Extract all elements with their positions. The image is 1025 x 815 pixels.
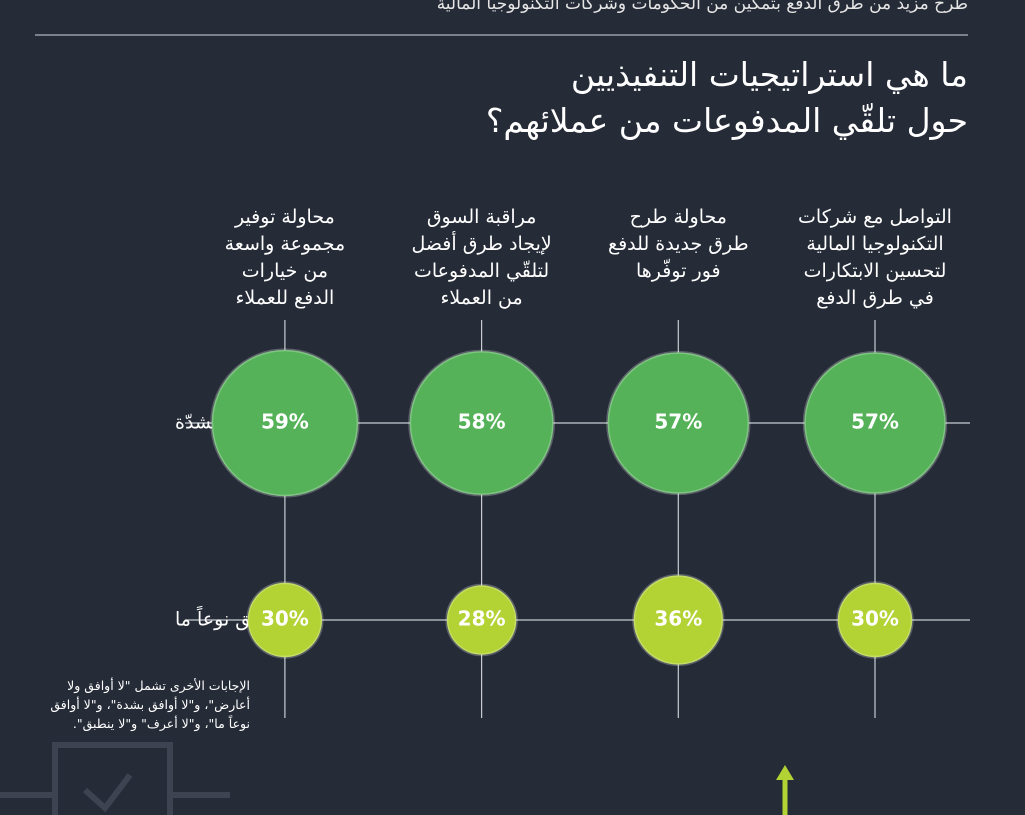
value-label: 36% bbox=[654, 607, 702, 631]
value-label: 58% bbox=[458, 410, 506, 434]
value-label: 30% bbox=[851, 607, 899, 631]
bubble bbox=[802, 350, 948, 496]
value-label: 57% bbox=[851, 410, 899, 434]
note: الإجابات الأخرى تشمل "لا أوافق ولا أعارض… bbox=[50, 678, 250, 731]
category-label: التواصل مع شركات التكنولوجيا المالية لتح… bbox=[798, 206, 952, 309]
value-label: 30% bbox=[261, 607, 309, 631]
bubble bbox=[445, 583, 518, 657]
bubble bbox=[836, 581, 914, 659]
decoration bbox=[0, 742, 230, 815]
category-label: مراقبة السوق لإيجاد طرق أفضل لتلقّي المد… bbox=[411, 206, 552, 309]
bubble bbox=[606, 350, 751, 496]
value-label: 28% bbox=[458, 607, 506, 631]
bubble bbox=[408, 349, 556, 497]
value-label: 57% bbox=[654, 410, 702, 434]
value-label: 59% bbox=[261, 410, 309, 434]
category-label: محاولة طرح طرق جديدة للدفع فور توفّرها bbox=[607, 206, 749, 282]
category-label: محاولة توفير مجموعة واسعة من خيارات الدف… bbox=[224, 206, 346, 309]
logo bbox=[776, 765, 794, 815]
bubble bbox=[210, 348, 360, 498]
bubble bbox=[632, 573, 725, 667]
chart-title: ما هي استراتيجيات التنفيذيين حول تلقّي ا… bbox=[485, 55, 968, 140]
bubble bbox=[246, 581, 324, 659]
header-text: طرح مزيد من طرق الدفع بتمكين من الحكومات… bbox=[436, 0, 968, 14]
